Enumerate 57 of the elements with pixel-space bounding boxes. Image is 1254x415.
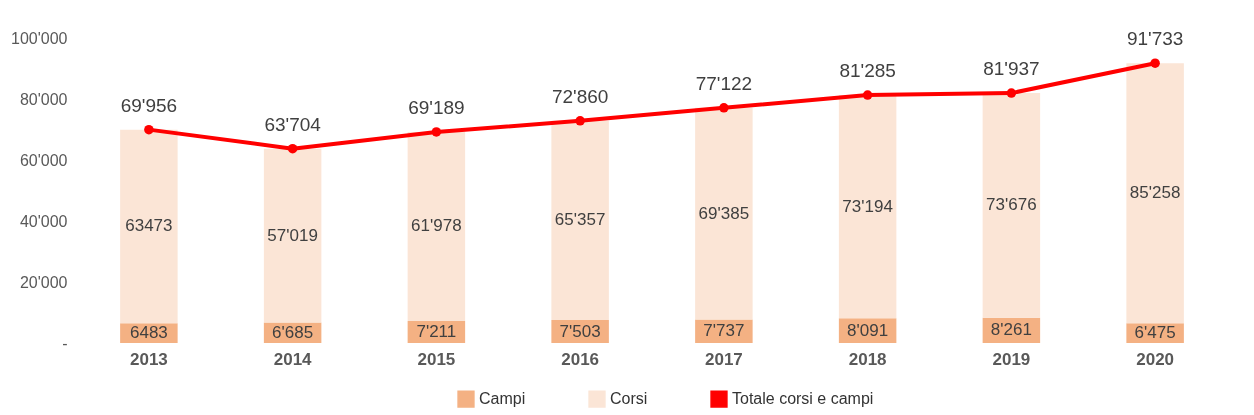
data-label: 91'733 (1126, 28, 1184, 50)
data-label: 85'258 (1129, 183, 1181, 203)
y-tick-label: 80'000 (19, 90, 68, 108)
point (575, 116, 585, 126)
data-label: 6'685 (272, 322, 314, 342)
bar (551, 120, 609, 321)
point (144, 124, 154, 135)
bar (695, 107, 753, 320)
bar (120, 129, 178, 324)
x-tick-label: 2015 (417, 349, 456, 369)
data-label: 73'194 (842, 196, 893, 216)
data-label: 61'978 (411, 216, 462, 236)
data-label: 7'737 (703, 321, 745, 341)
y-tick-label: 60'000 (19, 151, 68, 169)
data-label: 7'211 (416, 322, 457, 341)
x-tick-label: 2014 (273, 349, 313, 369)
x-tick-label: 2016 (561, 349, 600, 369)
x-tick-label: 2018 (848, 349, 887, 369)
y-tick-label: 40'000 (19, 212, 68, 230)
data-label: 65'357 (554, 210, 606, 230)
legend-label: Corsi (610, 390, 648, 408)
y-tick-label: 20'000 (19, 273, 68, 291)
point (862, 90, 873, 100)
data-label: 69'189 (408, 96, 465, 118)
legend-label: Campi (479, 390, 526, 408)
data-label: 6483 (129, 323, 168, 343)
bar (263, 148, 322, 323)
bar (1126, 63, 1184, 324)
data-label: 6'475 (1134, 323, 1176, 343)
y-tick-label: - (62, 334, 68, 352)
data-label: 7'503 (559, 321, 601, 341)
point (1006, 88, 1017, 98)
x-tick-label: 2013 (129, 349, 168, 369)
bar (982, 93, 1041, 318)
x-tick-label: 2019 (992, 349, 1031, 369)
data-label: 81'937 (983, 58, 1040, 80)
point (719, 103, 729, 113)
data-label: 8'261 (990, 320, 1032, 340)
data-label: 63473 (125, 216, 173, 236)
data-label: 57'019 (267, 225, 318, 245)
data-label: 73'676 (986, 195, 1037, 215)
data-label: 63'704 (264, 113, 322, 135)
data-label: 8'091 (847, 320, 889, 340)
data-label: 72'860 (551, 85, 609, 107)
data-label: 81'285 (839, 60, 896, 82)
legend-label: Totale corsi e campi (732, 390, 874, 408)
data-label: 69'956 (120, 94, 178, 116)
point (1150, 58, 1160, 68)
data-label: 69'385 (698, 203, 750, 223)
bar (838, 95, 897, 319)
x-tick-label: 2017 (704, 349, 743, 369)
point (287, 143, 298, 154)
bar (407, 131, 466, 322)
point (431, 127, 442, 137)
x-tick-label: 2020 (1136, 349, 1175, 369)
y-tick-label: 100'000 (11, 29, 68, 47)
data-label: 77'122 (695, 72, 753, 94)
